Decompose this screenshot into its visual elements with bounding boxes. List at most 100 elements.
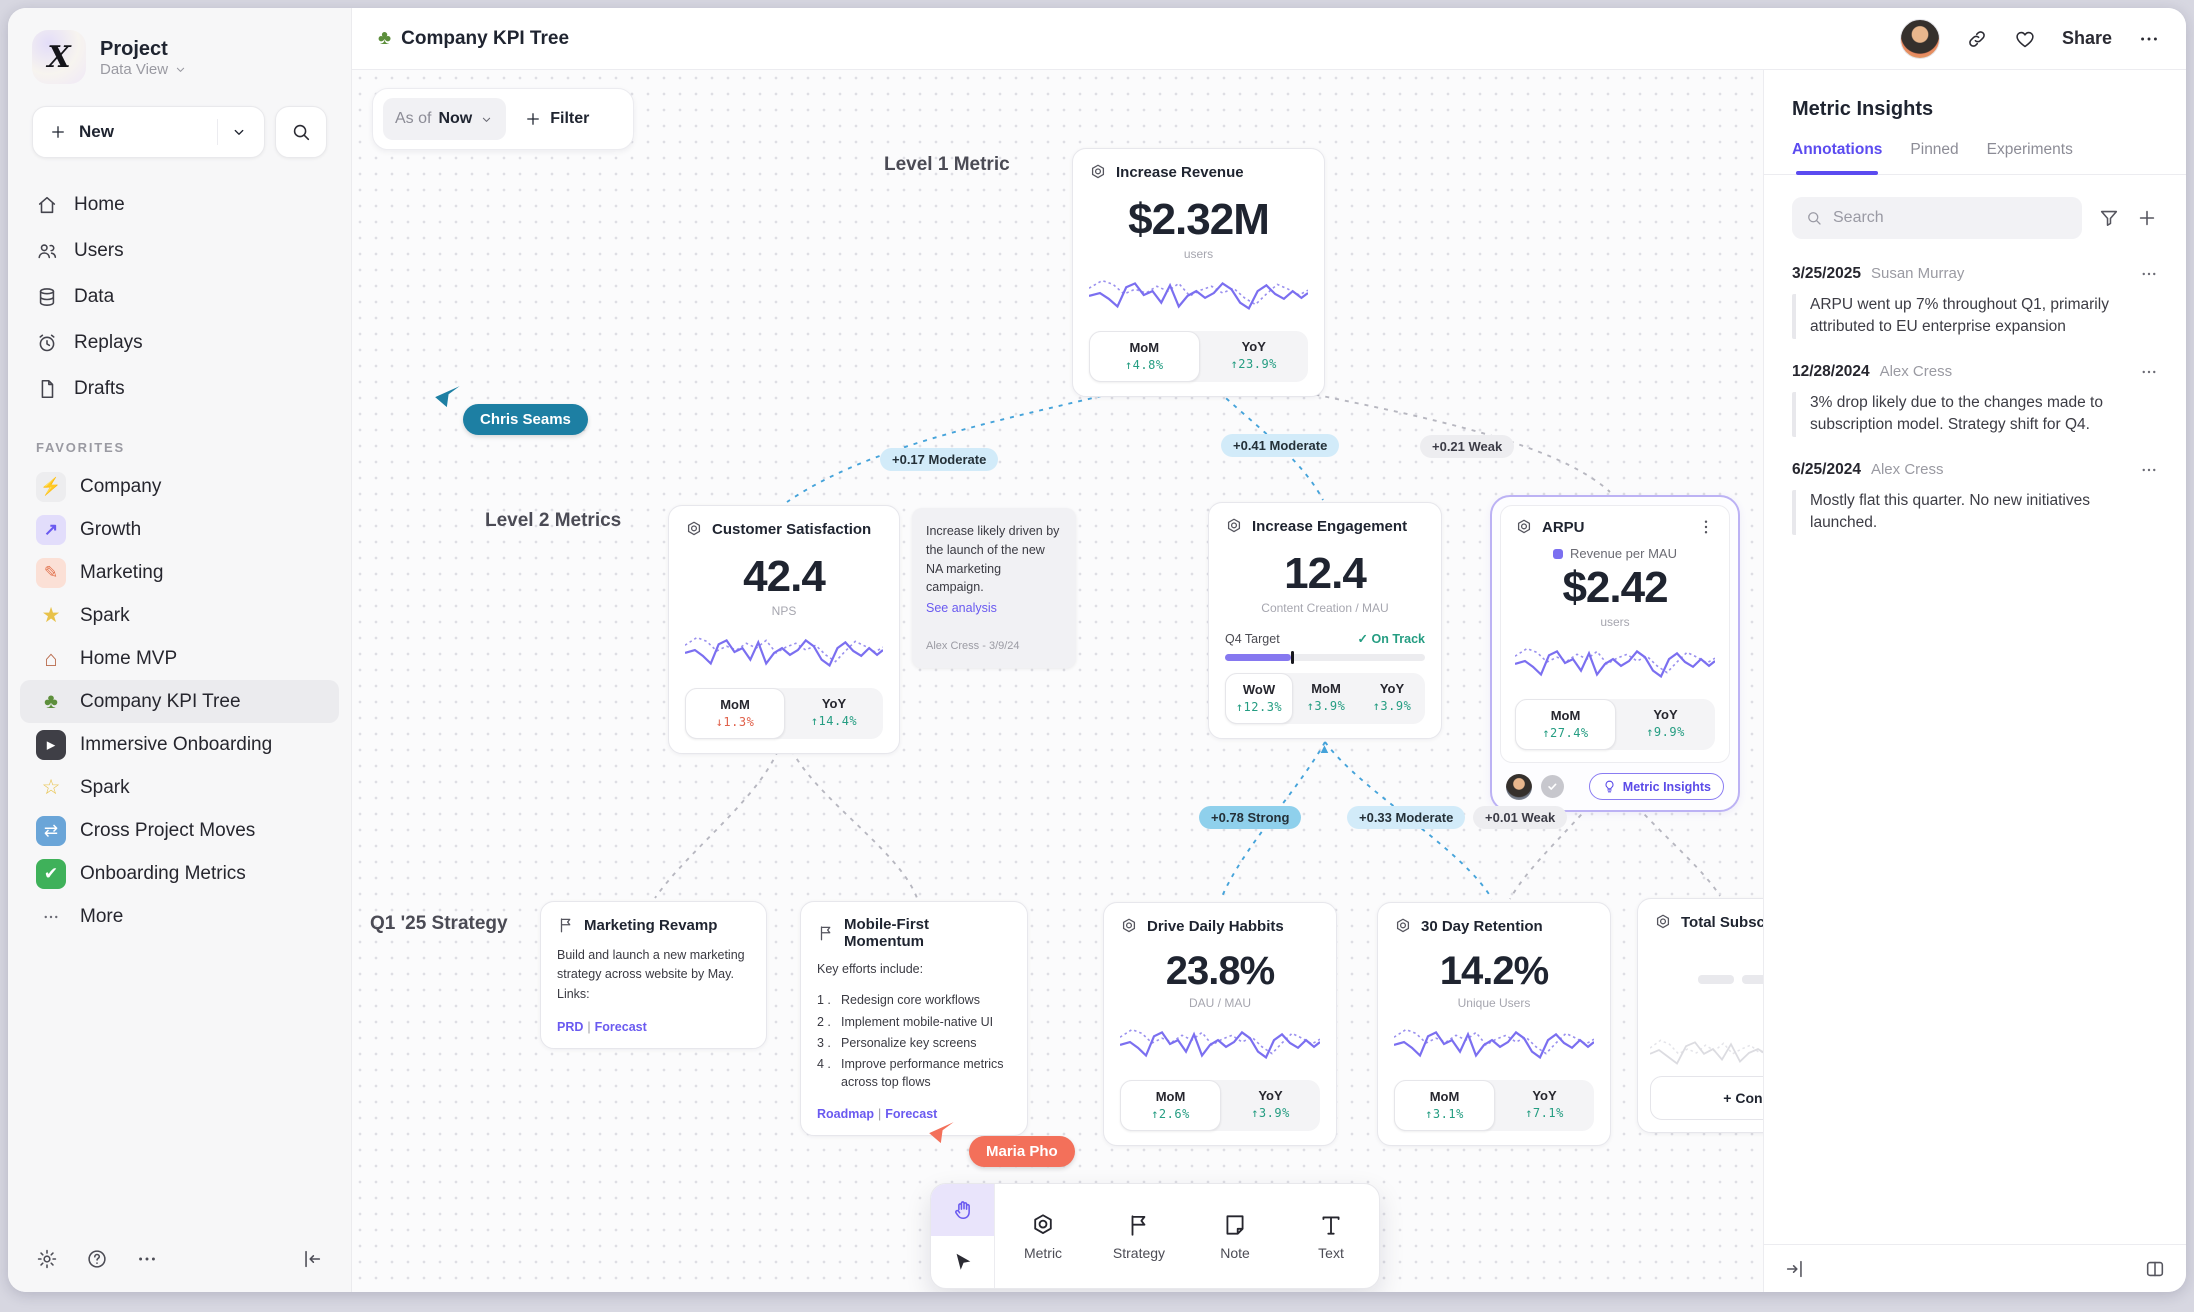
favorite-company[interactable]: ⚡ Company — [20, 465, 339, 508]
add-filter-button[interactable]: Filter — [516, 110, 597, 128]
note-tool-button[interactable]: Note — [1187, 1184, 1283, 1288]
stat-mom[interactable]: MoM ↓1.3% — [685, 688, 785, 739]
favorite-onboarding-metrics[interactable]: ✔ Onboarding Metrics — [20, 852, 339, 895]
edge-badge[interactable]: +0.41 Moderate — [1221, 434, 1340, 457]
card-menu-icon[interactable] — [1697, 518, 1715, 536]
text-tool-button[interactable]: Text — [1283, 1184, 1379, 1288]
stat-mom[interactable]: MoM ↑27.4% — [1515, 699, 1616, 750]
strategy-card-mobile-first[interactable]: Mobile-First Momentum Key efforts includ… — [800, 901, 1028, 1136]
tree-icon: ♣ — [378, 27, 392, 49]
stat-yoy[interactable]: YoY ↑9.9% — [1646, 707, 1685, 739]
metric-tool-button[interactable]: Metric — [995, 1184, 1091, 1288]
add-annotation-icon[interactable] — [2136, 207, 2158, 229]
sidebar-item-replays[interactable]: Replays — [20, 320, 339, 366]
stat-yoy[interactable]: YoY ↑14.4% — [810, 696, 858, 728]
annotation-menu-icon[interactable] — [2140, 363, 2158, 381]
favorite-cross-project-moves[interactable]: ⇄ Cross Project Moves — [20, 809, 339, 852]
see-analysis-link[interactable]: See analysis — [926, 601, 997, 615]
prd-link[interactable]: PRD — [557, 1020, 584, 1035]
copy-link-icon[interactable] — [1966, 28, 1988, 50]
stat-yoy[interactable]: YoY ↑23.9% — [1230, 339, 1277, 371]
connect-data-button[interactable]: + Connec — [1650, 1076, 1763, 1120]
stat-mom[interactable]: MoM ↑4.8% — [1089, 331, 1200, 382]
select-tool-button[interactable] — [931, 1236, 994, 1288]
split-view-icon[interactable] — [2144, 1258, 2166, 1280]
stat-mom[interactable]: MoM ↑2.6% — [1120, 1080, 1221, 1131]
metric-insights-button[interactable]: Metric Insights — [1588, 773, 1724, 800]
stat-yoy[interactable]: YoY ↑3.9% — [1251, 1088, 1290, 1120]
sparkline-chart — [1120, 1028, 1320, 1059]
workspace-logo: X — [32, 30, 86, 84]
favorite-spark-2[interactable]: ☆ Spark — [20, 766, 339, 809]
collapse-sidebar-icon[interactable] — [301, 1248, 323, 1270]
roadmap-link[interactable]: Roadmap — [817, 1107, 874, 1121]
metric-card-arpu-selected[interactable]: ARPU Revenue per MAU $2.42 users MoM ↑27.… — [1490, 495, 1740, 812]
stat-wow[interactable]: WoW ↑12.3% — [1225, 673, 1293, 724]
metric-card-drive-daily-habits[interactable]: Drive Daily Habbits 23.8% DAU / MAU MoM ↑… — [1103, 902, 1337, 1146]
sidebar-item-data[interactable]: Data — [20, 274, 339, 320]
strategy-tool-button[interactable]: Strategy — [1091, 1184, 1187, 1288]
stat-mom[interactable]: MoM ↑3.9% — [1306, 681, 1346, 713]
search-input[interactable] — [1833, 209, 2069, 227]
kpi-tree-canvas[interactable]: ▲ ▲ ▲ As of Now Filter Level 1 Metric Le… — [352, 70, 1763, 1292]
forecast-link[interactable]: Forecast — [885, 1107, 938, 1121]
annotation-item[interactable]: 6/25/2024 Alex Cress Mostly flat this qu… — [1764, 441, 2186, 539]
collapse-panel-icon[interactable] — [1784, 1258, 1806, 1280]
sidebar-item-home[interactable]: Home — [20, 182, 339, 228]
edge-badge[interactable]: +0.33 Moderate — [1347, 806, 1466, 829]
sidebar-item-drafts[interactable]: Drafts — [20, 366, 339, 412]
strategy-card-marketing-revamp[interactable]: Marketing Revamp Build and launch a new … — [540, 901, 767, 1050]
sidebar-search-button[interactable] — [275, 106, 327, 158]
edge-badge[interactable]: +0.78 Strong — [1199, 806, 1302, 829]
annotation-text: ARPU went up 7% throughout Q1, primarily… — [1792, 294, 2158, 339]
favorite-heart-icon[interactable] — [2014, 28, 2036, 50]
annotation-item[interactable]: 3/25/2025 Susan Murray ARPU went up 7% t… — [1764, 245, 2186, 343]
metric-card-customer-satisfaction[interactable]: Customer Satisfaction 42.4 NPS MoM ↓1.3% … — [668, 505, 900, 754]
hand-tool-button[interactable] — [931, 1184, 994, 1236]
share-button[interactable]: Share — [2061, 28, 2112, 48]
avatar[interactable] — [1899, 18, 1940, 59]
favorite-home-mvp[interactable]: ⌂ Home MVP — [20, 637, 339, 680]
project-view-selector[interactable]: Data View — [100, 61, 188, 78]
metric-unit: Content Creation / MAU — [1261, 601, 1389, 615]
metric-card-increase-engagement[interactable]: Increase Engagement 12.4 Content Creatio… — [1208, 502, 1442, 739]
metric-card-increase-revenue[interactable]: Increase Revenue $2.32M users MoM ↑4.8% Y… — [1072, 148, 1325, 397]
filter-funnel-icon[interactable] — [2098, 207, 2120, 229]
favorite-company-kpi-tree[interactable]: ♣ Company KPI Tree — [20, 680, 339, 723]
favorite-growth[interactable]: ↗ Growth — [20, 508, 339, 551]
as-of-selector[interactable]: As of Now — [383, 98, 507, 140]
annotation-author: Alex Cress — [1870, 460, 1944, 478]
stat-mom[interactable]: MoM ↑3.1% — [1394, 1080, 1495, 1131]
tab-experiments[interactable]: Experiments — [1986, 141, 2073, 158]
annotation-menu-icon[interactable] — [2140, 461, 2158, 479]
sidebar-item-users[interactable]: Users — [20, 228, 339, 274]
forecast-link[interactable]: Forecast — [594, 1020, 647, 1035]
sparkline-chart — [685, 636, 883, 667]
stat-yoy[interactable]: YoY ↑3.9% — [1372, 681, 1412, 713]
annotations-search[interactable] — [1792, 197, 2082, 239]
help-icon[interactable] — [86, 1248, 108, 1270]
annotation-note-card[interactable]: Increase likely driven by the launch of … — [912, 508, 1076, 669]
tab-pinned[interactable]: Pinned — [1910, 141, 1959, 158]
favorite-spark[interactable]: ★ Spark — [20, 594, 339, 637]
tab-annotations[interactable]: Annotations — [1792, 141, 1882, 175]
settings-gear-icon[interactable] — [36, 1248, 58, 1270]
edge-badge[interactable]: +0.01 Weak — [1473, 806, 1568, 829]
project-switcher[interactable]: X Project Data View — [8, 8, 351, 90]
chevron-down-icon[interactable] — [230, 123, 248, 141]
metric-card-total-subscriptions[interactable]: Total Subscript + Connec — [1637, 898, 1763, 1133]
edge-badge[interactable]: +0.21 Weak — [1420, 435, 1515, 458]
document-title: ♣ Company KPI Tree — [378, 27, 570, 49]
more-menu-icon[interactable] — [2138, 28, 2160, 50]
metric-card-30-day-retention[interactable]: 30 Day Retention 14.2% Unique Users MoM ↑… — [1377, 902, 1611, 1146]
annotation-item[interactable]: 12/28/2024 Alex Cress 3% drop likely due… — [1764, 343, 2186, 441]
annotation-menu-icon[interactable] — [2140, 265, 2158, 283]
overflow-menu-icon[interactable] — [136, 1248, 158, 1270]
new-button[interactable]: New — [32, 106, 265, 158]
favorites-more[interactable]: More — [20, 895, 339, 938]
favorite-immersive-onboarding[interactable]: ▸ Immersive Onboarding — [20, 723, 339, 766]
stat-yoy[interactable]: YoY ↑7.1% — [1525, 1088, 1564, 1120]
favorite-marketing[interactable]: ✎ Marketing — [20, 551, 339, 594]
sparkline-placeholder — [1650, 1039, 1763, 1065]
edge-badge[interactable]: +0.17 Moderate — [880, 448, 999, 471]
